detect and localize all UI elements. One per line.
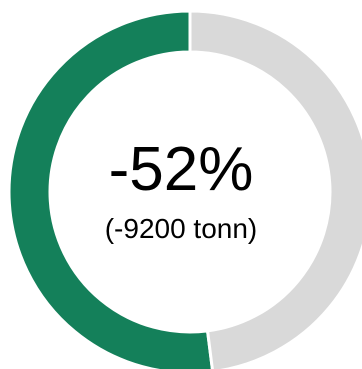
change-percent-label: -52% (108, 135, 254, 204)
remaining-slice (188, 9, 362, 369)
change-tonnage-label: (-9200 tonn) (104, 213, 258, 244)
reduction-slice (7, 9, 214, 369)
